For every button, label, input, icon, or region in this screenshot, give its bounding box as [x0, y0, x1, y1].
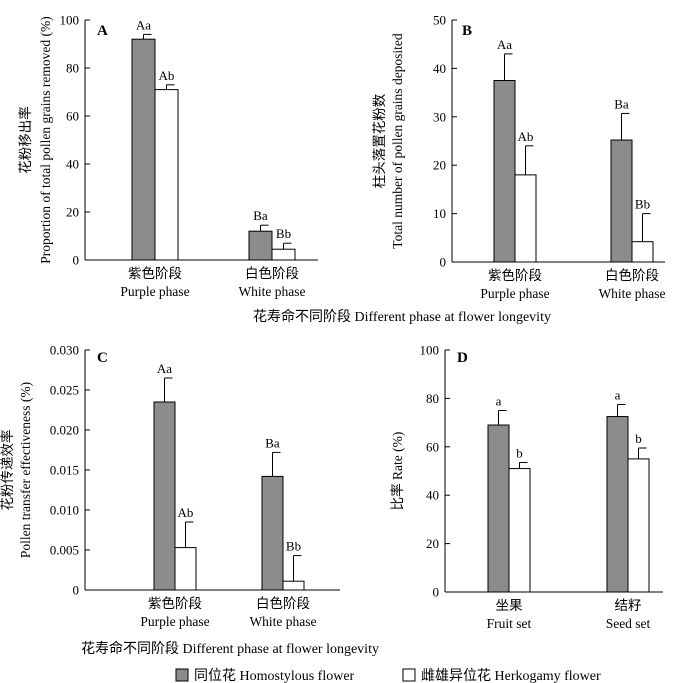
y-axis-label-en: Total number of pollen grains deposited — [390, 33, 405, 249]
panel-a: 0 20 40 60 80 100 A 花粉移出率 Proportion of total po… — [17, 13, 318, 299]
y-tick-label: 20 — [433, 158, 446, 173]
y-tick-label: 100 — [420, 343, 440, 358]
y-axis-label: 比率 Rate (%) — [389, 432, 405, 511]
y-axis-label-zh: 花粉传递效率 — [0, 430, 15, 511]
y-tick-label: 100 — [60, 13, 80, 28]
y-tick-label: 50 — [433, 13, 446, 28]
y-tick-label: 0 — [73, 253, 80, 268]
legend-label-herkogamy: 雌雄异位花 Herkogamy flower — [421, 668, 601, 683]
category-label-zh: 紫色阶段 — [128, 265, 182, 281]
category-label-en: White phase — [249, 614, 316, 629]
y-axis-label-zh: 柱头落置花粉数 — [372, 93, 387, 188]
panel-c: 0 0.005 0.010 0.015 0.020 0.025 0.030 C 花粉传递效率 Po… — [0, 343, 340, 629]
panel-letter: A — [97, 23, 108, 39]
bar-homostylous — [153, 401, 176, 591]
category-label-en: White phase — [238, 284, 305, 299]
y-axis-label-en: Proportion of total pollen grains remove… — [38, 16, 53, 263]
y-tick-label: 0 — [73, 583, 80, 598]
category-label-zh: 白色阶段 — [256, 595, 310, 611]
significance-label: Aa — [136, 17, 151, 32]
bar-homostylous — [493, 80, 516, 263]
legend: 同位花 Homostylous flower 雌雄异位花 Herkogamy f… — [175, 668, 601, 683]
y-tick-label: 0.010 — [50, 503, 79, 518]
legend-swatch-homostylous — [175, 668, 189, 682]
category-label-zh: 白色阶段 — [245, 265, 299, 281]
bar-homostylous — [131, 38, 156, 261]
category-label-zh: 白色阶段 — [605, 267, 659, 283]
significance-label: a — [496, 394, 502, 409]
y-tick-label: 60 — [426, 439, 439, 454]
significance-label: Bb — [276, 226, 291, 241]
y-tick-label: 0 — [440, 255, 447, 270]
legend-label-homostylous: 同位花 Homostylous flower — [194, 668, 355, 683]
y-tick-label: 80 — [426, 391, 439, 406]
bar-herkogamy — [627, 458, 650, 593]
bar-herkogamy — [271, 248, 296, 261]
y-tick-label: 0.020 — [50, 423, 79, 438]
bar-herkogamy — [508, 468, 531, 593]
y-axis-label-zh: 花粉移出率 — [17, 106, 33, 174]
y-axis-label-en: Pollen transfer effectiveness (%) — [18, 382, 33, 558]
y-tick-label: 10 — [433, 206, 446, 221]
y-tick-label: 20 — [66, 205, 79, 220]
significance-label: b — [635, 431, 642, 446]
y-tick-label: 0.005 — [50, 543, 79, 558]
bar-herkogamy — [154, 89, 179, 261]
bar-homostylous — [610, 139, 633, 263]
shared-xlabel-bottom: 花寿命不同阶段 Different phase at flower longev… — [81, 640, 379, 657]
y-tick-label: 40 — [66, 157, 79, 172]
category-label-en: Seed set — [606, 616, 651, 631]
y-tick-label: 40 — [426, 488, 439, 503]
significance-label: Aa — [157, 361, 172, 376]
y-tick-label: 80 — [66, 61, 79, 76]
category-label-en: Purple phase — [140, 614, 209, 629]
significance-label: Ba — [614, 96, 629, 111]
category-label-zh: 紫色阶段 — [148, 595, 202, 611]
category-label-en: Purple phase — [120, 284, 189, 299]
y-tick-label: 0.030 — [50, 343, 79, 358]
y-tick-label: 60 — [66, 109, 79, 124]
category-label-en: Purple phase — [480, 286, 549, 301]
category-label-zh: 紫色阶段 — [488, 267, 542, 283]
category-label-en: Fruit set — [487, 616, 532, 631]
bar-herkogamy — [282, 580, 305, 591]
bar-herkogamy — [514, 174, 537, 263]
significance-label: Ba — [253, 208, 268, 223]
significance-label: Aa — [497, 37, 512, 52]
significance-label: Ab — [178, 505, 194, 520]
bar-homostylous — [248, 230, 273, 261]
bar-homostylous — [261, 475, 284, 591]
panel-letter: B — [462, 23, 472, 39]
significance-label: Bb — [635, 197, 650, 212]
category-label-zh: 坐果 — [496, 598, 524, 613]
panel-d: 0 20 40 60 80 100 D 比率 Rate (%) a b 坐果 Fruit set a b 结… — [389, 343, 663, 631]
category-label-zh: 结籽 — [615, 598, 642, 613]
significance-label: a — [615, 387, 621, 402]
y-tick-label: 0.025 — [50, 383, 79, 398]
legend-swatch-herkogamy — [402, 668, 416, 682]
significance-label: b — [516, 446, 523, 461]
y-tick-label: 20 — [426, 536, 439, 551]
y-tick-label: 30 — [433, 109, 446, 124]
significance-label: Bb — [286, 539, 301, 554]
significance-label: Ab — [159, 68, 175, 83]
y-tick-label: 40 — [433, 61, 446, 76]
panel-b: 0 10 20 30 40 50 B 柱头落置花粉数 Total number of polle… — [372, 13, 666, 302]
significance-label: Ba — [265, 435, 280, 450]
bar-homostylous — [606, 416, 629, 593]
bar-homostylous — [487, 424, 510, 593]
bar-herkogamy — [631, 241, 654, 263]
significance-label: Ab — [518, 129, 534, 144]
category-label-en: White phase — [598, 286, 665, 301]
y-tick-label: 0 — [433, 585, 440, 600]
y-tick-label: 0.015 — [50, 463, 79, 478]
bar-herkogamy — [174, 547, 197, 591]
panel-letter: C — [97, 350, 108, 366]
shared-xlabel-top: 花寿命不同阶段 Different phase at flower longev… — [253, 308, 551, 325]
panel-letter: D — [457, 350, 468, 366]
